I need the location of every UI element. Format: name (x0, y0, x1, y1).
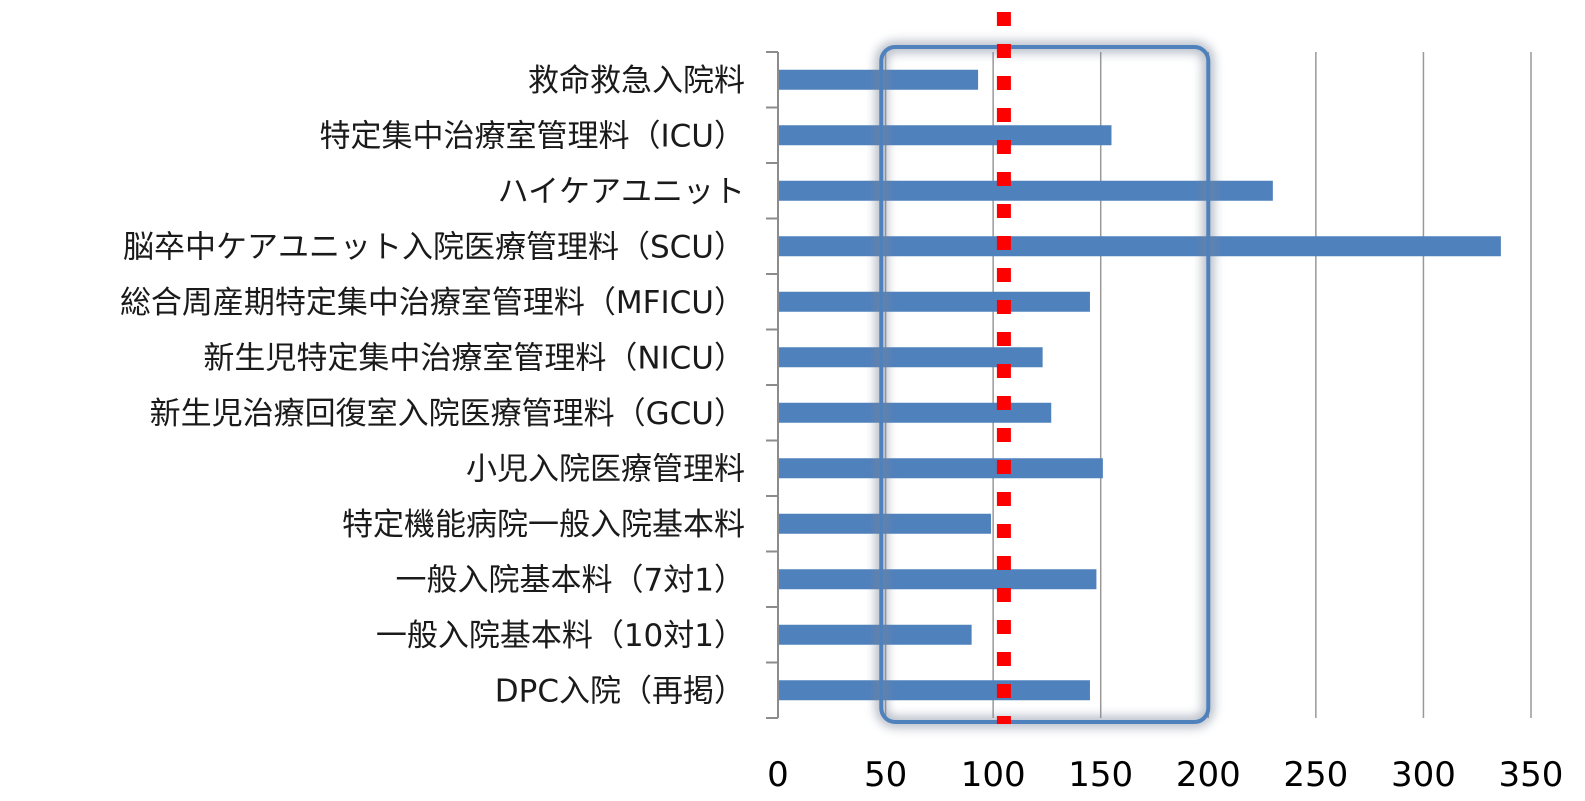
category-label: 新生児治療回復室入院医療管理料（GCU） (150, 396, 745, 432)
category-label: DPC入院（再掲） (495, 673, 745, 709)
bar (778, 680, 1090, 701)
category-label: 特定機能病院一般入院基本料 (342, 507, 745, 543)
axes (766, 51, 779, 719)
category-label: 新生児特定集中治療室管理料（NICU） (203, 340, 745, 376)
category-label: 一般入院基本料（7対1） (396, 562, 745, 598)
bar (778, 347, 1043, 368)
x-tick-label: 250 (1283, 755, 1348, 795)
highlight-box-glow (875, 41, 1215, 728)
x-tick-label: 350 (1499, 755, 1564, 795)
category-label: 小児入院医療管理料 (466, 451, 745, 487)
highlight-box (875, 41, 1215, 728)
x-tick-label: 50 (864, 755, 907, 795)
category-label: 特定集中治療室管理料（ICU） (320, 118, 745, 154)
x-tick-label: 300 (1391, 755, 1456, 795)
category-label: 救命救急入院料 (528, 63, 745, 99)
x-tick-label: 100 (961, 755, 1026, 795)
bar (778, 402, 1052, 423)
x-tick-labels: 0 50 100 150 200 250 300 350 (767, 755, 1563, 795)
bar (778, 624, 972, 645)
category-label: 一般入院基本料（10対1） (376, 618, 745, 654)
x-tick-label: 0 (767, 755, 789, 795)
bar (778, 458, 1103, 479)
category-label: ハイケアユニット (498, 174, 745, 210)
bar (778, 125, 1112, 146)
highlight-box-outline (879, 45, 1211, 724)
bar (778, 180, 1273, 201)
category-label: 脳卒中ケアユニット入院医療管理料（SCU） (123, 229, 745, 265)
bars (778, 69, 1501, 701)
x-tick-label: 200 (1176, 755, 1241, 795)
bar (778, 236, 1501, 257)
x-tick-label: 150 (1068, 755, 1133, 795)
bar (778, 569, 1097, 590)
category-label: 総合周産期特定集中治療室管理料（MFICU） (120, 285, 745, 321)
bar (778, 291, 1090, 312)
